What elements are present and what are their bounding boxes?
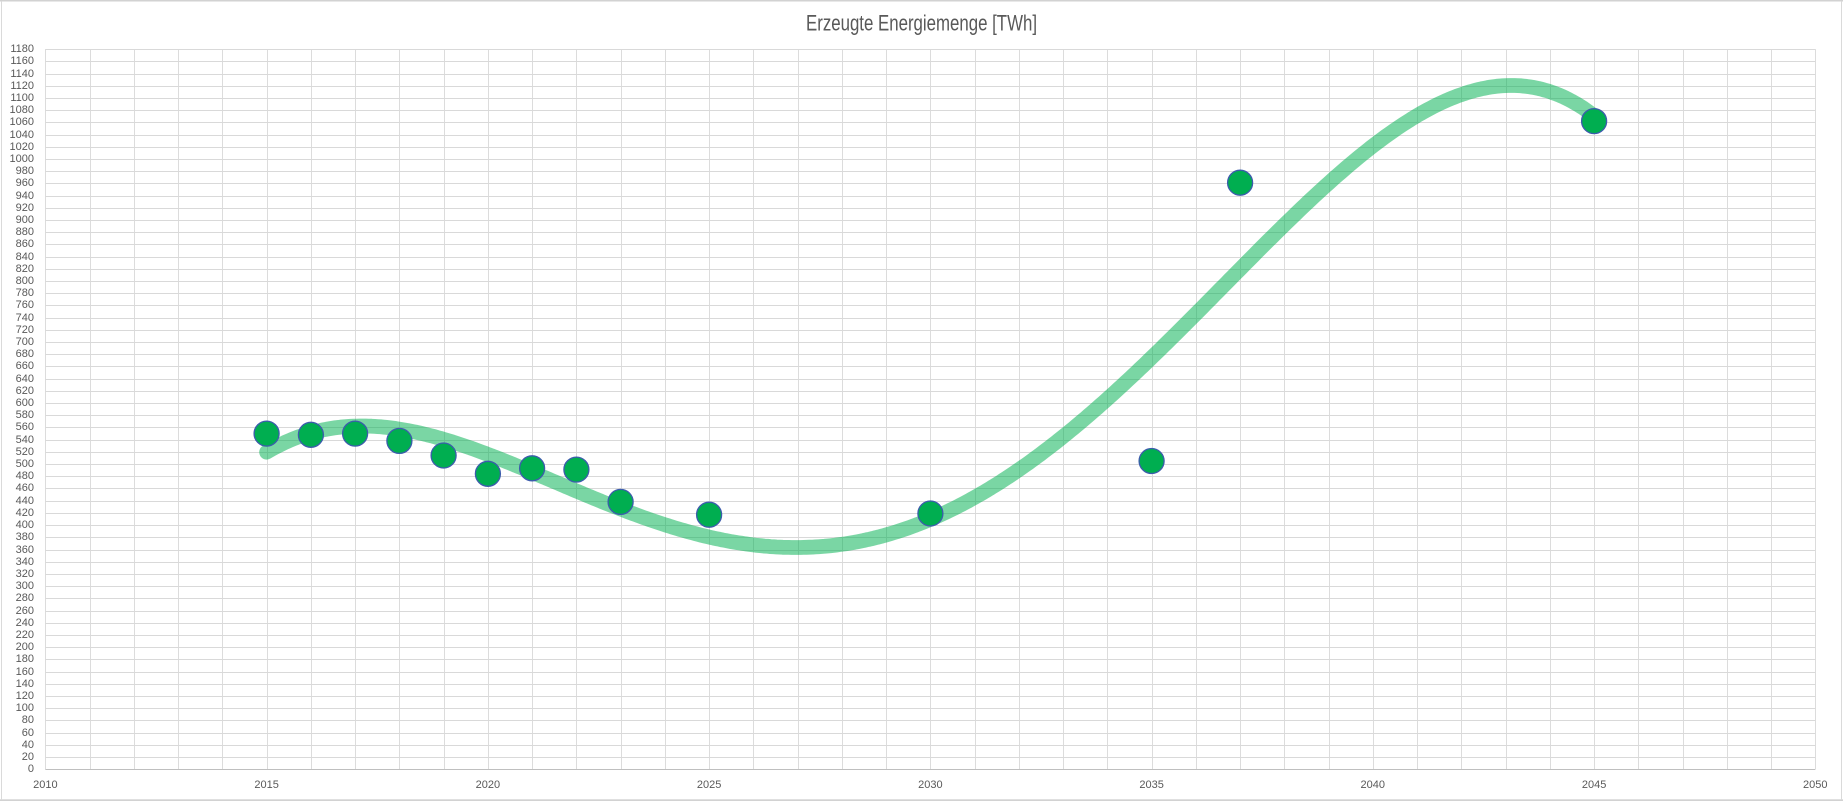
- svg-text:1040: 1040: [10, 129, 34, 141]
- svg-text:160: 160: [16, 666, 34, 678]
- svg-text:2050: 2050: [1803, 779, 1827, 791]
- svg-text:60: 60: [22, 727, 34, 739]
- svg-text:520: 520: [16, 446, 34, 458]
- svg-text:1080: 1080: [10, 104, 34, 116]
- svg-text:2010: 2010: [33, 779, 57, 791]
- svg-text:2015: 2015: [254, 779, 278, 791]
- svg-text:780: 780: [16, 287, 34, 299]
- svg-text:2040: 2040: [1361, 779, 1385, 791]
- svg-text:80: 80: [22, 714, 34, 726]
- svg-text:120: 120: [16, 690, 34, 702]
- svg-text:920: 920: [16, 202, 34, 214]
- svg-text:200: 200: [16, 641, 34, 653]
- svg-text:600: 600: [16, 397, 34, 409]
- svg-text:640: 640: [16, 373, 34, 385]
- svg-text:180: 180: [16, 653, 34, 665]
- svg-text:800: 800: [16, 275, 34, 287]
- svg-text:280: 280: [16, 592, 34, 604]
- svg-text:1000: 1000: [10, 153, 34, 165]
- svg-text:220: 220: [16, 629, 34, 641]
- svg-text:900: 900: [16, 214, 34, 226]
- svg-text:440: 440: [16, 495, 34, 507]
- svg-text:20: 20: [22, 751, 34, 763]
- svg-text:480: 480: [16, 470, 34, 482]
- svg-text:940: 940: [16, 190, 34, 202]
- svg-text:980: 980: [16, 165, 34, 177]
- svg-text:560: 560: [16, 421, 34, 433]
- svg-text:880: 880: [16, 226, 34, 238]
- svg-text:0: 0: [28, 763, 34, 775]
- svg-text:1160: 1160: [10, 55, 34, 67]
- svg-text:300: 300: [16, 580, 34, 592]
- svg-text:620: 620: [16, 385, 34, 397]
- svg-text:1180: 1180: [10, 43, 34, 55]
- svg-text:140: 140: [16, 678, 34, 690]
- svg-text:2030: 2030: [918, 779, 942, 791]
- svg-text:680: 680: [16, 348, 34, 360]
- svg-text:1020: 1020: [10, 141, 34, 153]
- svg-text:2025: 2025: [697, 779, 721, 791]
- svg-text:820: 820: [16, 263, 34, 275]
- svg-text:460: 460: [16, 482, 34, 494]
- svg-text:580: 580: [16, 409, 34, 421]
- svg-text:100: 100: [16, 702, 34, 714]
- svg-text:2045: 2045: [1582, 779, 1606, 791]
- svg-text:720: 720: [16, 324, 34, 336]
- svg-text:1120: 1120: [10, 80, 34, 92]
- svg-text:1140: 1140: [10, 68, 34, 80]
- svg-text:860: 860: [16, 238, 34, 250]
- svg-text:960: 960: [16, 177, 34, 189]
- svg-text:2020: 2020: [476, 779, 500, 791]
- svg-text:240: 240: [16, 617, 34, 629]
- svg-text:260: 260: [16, 605, 34, 617]
- svg-text:1100: 1100: [10, 92, 34, 104]
- svg-text:500: 500: [16, 458, 34, 470]
- svg-text:360: 360: [16, 544, 34, 556]
- svg-text:380: 380: [16, 531, 34, 543]
- svg-text:400: 400: [16, 519, 34, 531]
- svg-text:660: 660: [16, 360, 34, 372]
- svg-text:320: 320: [16, 568, 34, 580]
- svg-text:540: 540: [16, 434, 34, 446]
- svg-text:760: 760: [16, 299, 34, 311]
- svg-text:340: 340: [16, 556, 34, 568]
- svg-text:420: 420: [16, 507, 34, 519]
- svg-text:740: 740: [16, 312, 34, 324]
- svg-text:2035: 2035: [1139, 779, 1163, 791]
- svg-text:700: 700: [16, 336, 34, 348]
- svg-text:840: 840: [16, 251, 34, 263]
- svg-text:Erzeugte Energiemenge [TWh]: Erzeugte Energiemenge [TWh]: [806, 11, 1037, 36]
- svg-text:40: 40: [22, 739, 34, 751]
- svg-text:1060: 1060: [10, 116, 34, 128]
